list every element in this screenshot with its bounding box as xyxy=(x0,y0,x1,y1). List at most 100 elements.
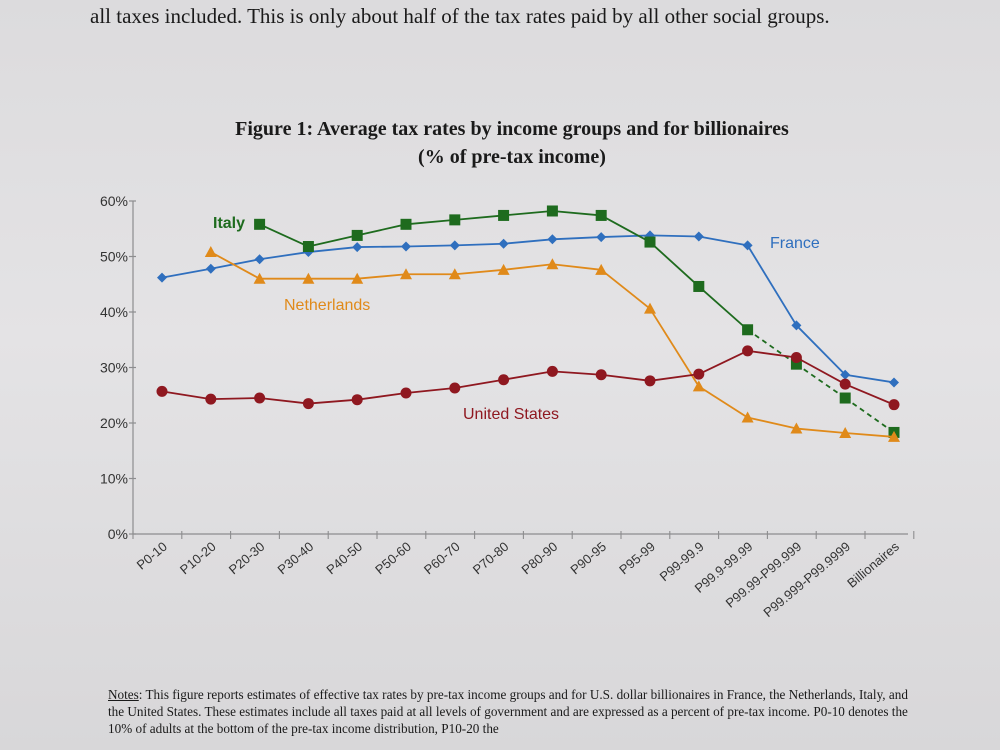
series-label: Italy xyxy=(213,215,245,232)
data-point xyxy=(888,430,900,442)
y-tick-label: 30% xyxy=(100,360,128,376)
series-line-segment xyxy=(845,373,895,384)
series-line-segment xyxy=(601,373,651,382)
data-point xyxy=(401,241,411,252)
data-point xyxy=(254,254,265,265)
data-point xyxy=(692,380,705,392)
data-point xyxy=(254,392,266,404)
series-label: United States xyxy=(463,406,559,423)
data-point xyxy=(547,234,558,245)
y-tick-label: 20% xyxy=(100,415,128,431)
x-tick-label: P99.999-P99.9999 xyxy=(760,539,853,620)
series-line-segment xyxy=(649,308,700,387)
series-line-segment xyxy=(503,238,553,245)
series-line-segment xyxy=(552,263,602,271)
figure-notes: Notes: This figure reports estimates of … xyxy=(108,686,908,737)
x-tick-label: P80-90 xyxy=(519,539,561,577)
data-point xyxy=(889,377,899,388)
series-italy xyxy=(254,205,900,438)
y-tick-label: 60% xyxy=(100,193,128,209)
x-tick-label: P70-80 xyxy=(470,539,512,577)
series-line-segment xyxy=(357,392,407,401)
data-point xyxy=(302,398,314,410)
data-point xyxy=(742,345,754,357)
series-line-segment xyxy=(649,373,699,382)
data-point xyxy=(351,272,364,284)
body-text-line: all taxes included. This is only about h… xyxy=(90,4,830,28)
data-point xyxy=(595,209,607,221)
series-line-segment xyxy=(552,210,602,217)
series-line-segment xyxy=(259,397,309,405)
series-line-segment xyxy=(698,350,748,375)
x-tick-label: Billionaires xyxy=(844,538,902,590)
series-label: France xyxy=(770,235,820,252)
data-point xyxy=(840,369,851,380)
series-line-segment xyxy=(503,370,553,381)
series-line-segment xyxy=(796,427,846,434)
data-point xyxy=(302,272,315,284)
data-point xyxy=(790,352,802,364)
data-point xyxy=(790,422,803,434)
data-point xyxy=(546,205,558,217)
data-point xyxy=(205,263,216,274)
series-netherlands xyxy=(204,246,900,442)
series-line-segment xyxy=(357,245,407,248)
series-line-segment xyxy=(552,370,602,376)
x-tick-label: P20-30 xyxy=(226,539,268,577)
data-point xyxy=(352,242,363,253)
data-point xyxy=(497,263,510,275)
x-tick-label: P90-95 xyxy=(567,539,609,577)
series-line-segment xyxy=(747,416,797,430)
series-line-segment xyxy=(454,268,504,276)
x-tick-label: P60-70 xyxy=(421,539,463,577)
data-point xyxy=(351,394,363,406)
series-line-segment xyxy=(503,210,553,217)
data-point xyxy=(449,214,461,226)
series-line-segment xyxy=(308,246,358,253)
data-point xyxy=(839,378,851,390)
series-line-segment xyxy=(600,269,651,310)
data-point xyxy=(448,268,461,280)
tax-rate-line-chart: 0% 10% 20% 30% 40% 50% 60% P0-10 P10-20 P20-30 P30… xyxy=(100,193,915,620)
data-point xyxy=(253,272,266,284)
data-point xyxy=(351,229,363,241)
data-point xyxy=(546,258,559,270)
data-point xyxy=(644,236,656,248)
data-point xyxy=(791,320,802,331)
notes-label: Notes xyxy=(108,687,139,702)
data-point xyxy=(156,385,168,397)
data-point xyxy=(400,218,412,230)
data-point xyxy=(400,268,412,280)
series-line-segment xyxy=(698,285,749,331)
series-line-segment xyxy=(454,242,504,247)
series-line-segment xyxy=(161,267,211,279)
data-point xyxy=(498,209,510,221)
data-point xyxy=(888,399,900,411)
series-line-segment xyxy=(454,214,504,221)
series-line-segment xyxy=(698,235,748,247)
data-point xyxy=(546,365,558,377)
series-line-segment xyxy=(308,234,358,248)
data-point xyxy=(693,368,705,380)
series-line-segment xyxy=(405,387,455,394)
series-line-segment xyxy=(454,378,504,389)
x-tick-label: P10-20 xyxy=(177,539,219,577)
data-point xyxy=(742,240,753,251)
data-point xyxy=(596,232,607,243)
data-point xyxy=(839,426,852,438)
series-line-segment xyxy=(259,251,309,261)
data-point xyxy=(741,411,754,423)
series-line-segment xyxy=(795,356,846,385)
series-line-segment xyxy=(357,223,407,237)
data-point xyxy=(693,280,705,292)
series-line-segment xyxy=(503,263,553,271)
data-point xyxy=(449,240,460,251)
data-point xyxy=(204,246,217,258)
series-line-segment xyxy=(845,432,895,438)
series-line-segment xyxy=(600,214,651,243)
notes-text: : This figure reports estimates of effec… xyxy=(108,687,908,736)
series-line-segment xyxy=(210,397,260,401)
y-tick-label: 50% xyxy=(100,249,128,265)
series-line-segment xyxy=(210,258,260,270)
